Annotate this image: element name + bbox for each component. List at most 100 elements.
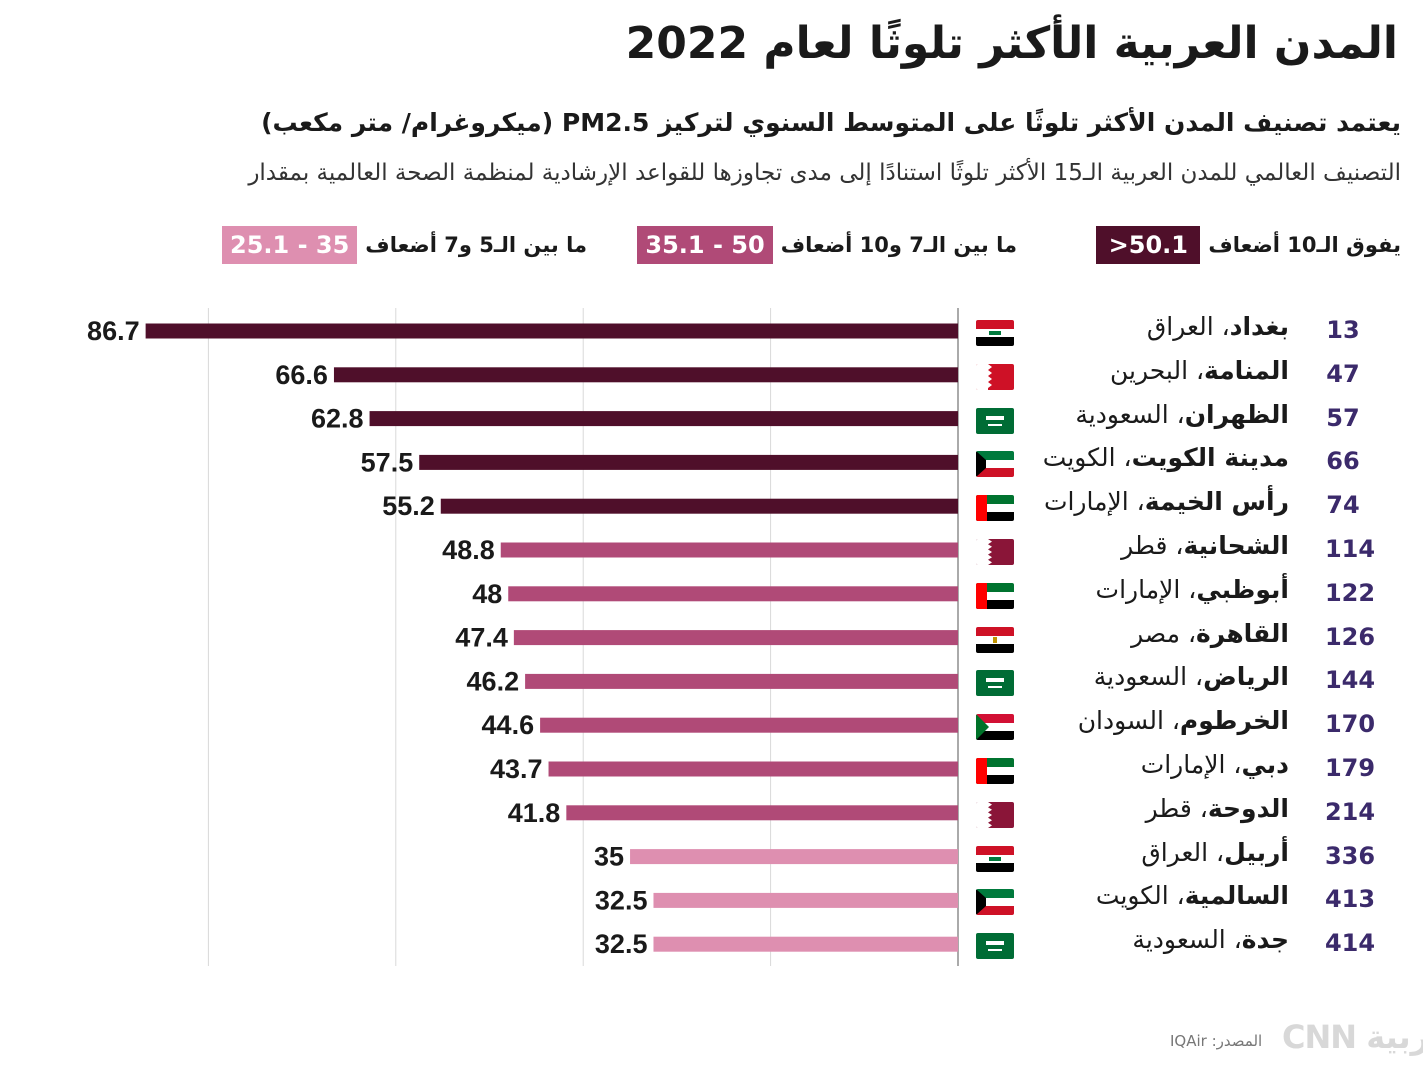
kuwait-flag-icon bbox=[976, 451, 1014, 478]
qatar-flag-icon bbox=[976, 801, 1014, 828]
city-label: الدوحة، قطر bbox=[1146, 794, 1289, 823]
separator: ، bbox=[1213, 312, 1230, 341]
country-name: السودان bbox=[1077, 706, 1164, 736]
rank-label: 122 bbox=[1324, 578, 1376, 607]
rank-label: 413 bbox=[1324, 885, 1376, 914]
rank-label: 114 bbox=[1324, 535, 1376, 563]
city-label: دبي، الإمارات bbox=[1141, 750, 1289, 779]
country-name: البحرين bbox=[1110, 355, 1189, 385]
separator: ، bbox=[1188, 355, 1205, 385]
city-name: الدوحة bbox=[1207, 793, 1289, 823]
city-name: أبوظبي bbox=[1196, 574, 1289, 604]
legend-range-low: 25.1 - 35 bbox=[222, 226, 358, 264]
bar bbox=[440, 498, 958, 514]
city-name: أربيل bbox=[1224, 837, 1289, 867]
bar bbox=[333, 367, 958, 383]
uae-flag-icon bbox=[976, 495, 1014, 522]
city-name: المنامة bbox=[1204, 355, 1289, 385]
separator: ، bbox=[1180, 618, 1197, 648]
chart-description: التصنيف العالمي للمدن العربية الـ15 الأك… bbox=[248, 160, 1401, 186]
city-name: جدة bbox=[1241, 925, 1289, 955]
separator: ، bbox=[1225, 925, 1242, 955]
rank-label: 179 bbox=[1324, 754, 1376, 782]
legend-range-mid: 35.1 - 50 bbox=[637, 226, 773, 264]
city-label: الخرطوم، السودان bbox=[1078, 706, 1289, 735]
bar bbox=[525, 673, 958, 689]
legend-item-low: 25.1 - 35 ما بين الـ5 و7 أضعاف bbox=[222, 226, 587, 264]
separator: ، bbox=[1208, 837, 1225, 867]
bahrain-flag-icon bbox=[976, 363, 1014, 390]
rank-label: 170 bbox=[1324, 710, 1376, 739]
city-label: القاهرة، مصر bbox=[1131, 619, 1289, 648]
legend-item-mid: 35.1 - 50 ما بين الـ7 و10 أضعاف bbox=[637, 226, 1017, 264]
legend-label-mid: ما بين الـ7 و10 أضعاف bbox=[780, 233, 1017, 257]
rank-label: 414 bbox=[1324, 929, 1376, 958]
bar bbox=[508, 586, 958, 602]
bar bbox=[548, 761, 958, 777]
data-label: 86.7 bbox=[87, 316, 140, 346]
data-label: 44.6 bbox=[482, 710, 535, 740]
chart-subtitle: يعتمد تصنيف المدن الأكثر تلوثًا على المت… bbox=[261, 108, 1401, 137]
city-label: مدينة الكويت، الكويت bbox=[1043, 443, 1289, 472]
separator: ، bbox=[1167, 531, 1184, 560]
city-label: أبوظبي، الإمارات bbox=[1096, 575, 1289, 604]
rank-label: 13 bbox=[1326, 316, 1360, 344]
city-label: رأس الخيمة، الإمارات bbox=[1044, 487, 1289, 516]
bar bbox=[369, 411, 959, 427]
data-label: 48.8 bbox=[442, 535, 495, 565]
iraq-flag-icon bbox=[976, 320, 1014, 346]
country-name: قطر bbox=[1121, 531, 1168, 560]
separator: ، bbox=[1115, 443, 1132, 473]
city-label: الشحانية، قطر bbox=[1121, 531, 1289, 560]
country-name: السعودية bbox=[1132, 925, 1226, 955]
country-name: السعودية bbox=[1075, 399, 1169, 429]
city-name: القاهرة bbox=[1196, 618, 1289, 648]
city-name: الظهران bbox=[1184, 399, 1289, 429]
data-label: 46.2 bbox=[467, 666, 520, 696]
legend-label-low: ما بين الـ5 و7 أضعاف bbox=[365, 233, 587, 257]
rank-label: 47 bbox=[1326, 359, 1360, 388]
separator: ، bbox=[1191, 793, 1208, 823]
city-label: بغداد، العراق bbox=[1147, 312, 1289, 341]
legend-item-high: >50.1 يفوق الـ10 أضعاف bbox=[1096, 226, 1401, 264]
country-name: الكويت bbox=[1095, 881, 1169, 911]
data-label: 35 bbox=[594, 842, 624, 872]
qatar-flag-icon bbox=[976, 539, 1014, 565]
city-name: الرياض bbox=[1203, 662, 1289, 692]
country-name: قطر bbox=[1145, 793, 1192, 823]
data-label: 62.8 bbox=[311, 404, 364, 434]
kuwait-flag-icon bbox=[976, 889, 1014, 916]
city-label: المنامة، البحرين bbox=[1110, 356, 1289, 385]
bar bbox=[653, 936, 958, 952]
saudi-flag-icon bbox=[976, 407, 1014, 434]
city-label: جدة، السعودية bbox=[1132, 925, 1289, 954]
uae-flag-icon bbox=[976, 758, 1014, 784]
bar bbox=[566, 805, 958, 821]
country-name: مصر bbox=[1131, 618, 1180, 648]
bar bbox=[630, 849, 958, 865]
city-name: بغداد bbox=[1229, 312, 1289, 341]
city-name: الشحانية bbox=[1183, 531, 1289, 560]
data-label: 55.2 bbox=[382, 491, 435, 521]
data-label: 66.6 bbox=[275, 360, 328, 390]
bar bbox=[145, 323, 959, 339]
cnn-arabic-logo: CNN بالعربية bbox=[1282, 1018, 1423, 1056]
saudi-flag-icon bbox=[976, 933, 1014, 960]
city-name: السالمية bbox=[1184, 881, 1289, 911]
data-label: 57.5 bbox=[361, 447, 414, 477]
city-label: الظهران، السعودية bbox=[1075, 400, 1289, 429]
sudan-flag-icon bbox=[976, 714, 1014, 741]
city-label: أربيل، العراق bbox=[1141, 838, 1289, 867]
data-label: 47.4 bbox=[455, 623, 508, 653]
bar bbox=[419, 454, 959, 470]
separator: ، bbox=[1168, 881, 1185, 911]
bar bbox=[513, 630, 958, 646]
chart-title: المدن العربية الأكثر تلوثًا لعام 2022 bbox=[625, 18, 1399, 69]
separator: ، bbox=[1163, 706, 1180, 736]
separator: ، bbox=[1225, 750, 1242, 779]
data-label: 43.7 bbox=[490, 754, 543, 784]
source-note: المصدر: IQAir bbox=[1170, 1032, 1263, 1050]
city-label: الرياض، السعودية bbox=[1094, 662, 1289, 691]
city-name: دبي bbox=[1241, 750, 1289, 779]
country-name: العراق bbox=[1141, 837, 1209, 867]
